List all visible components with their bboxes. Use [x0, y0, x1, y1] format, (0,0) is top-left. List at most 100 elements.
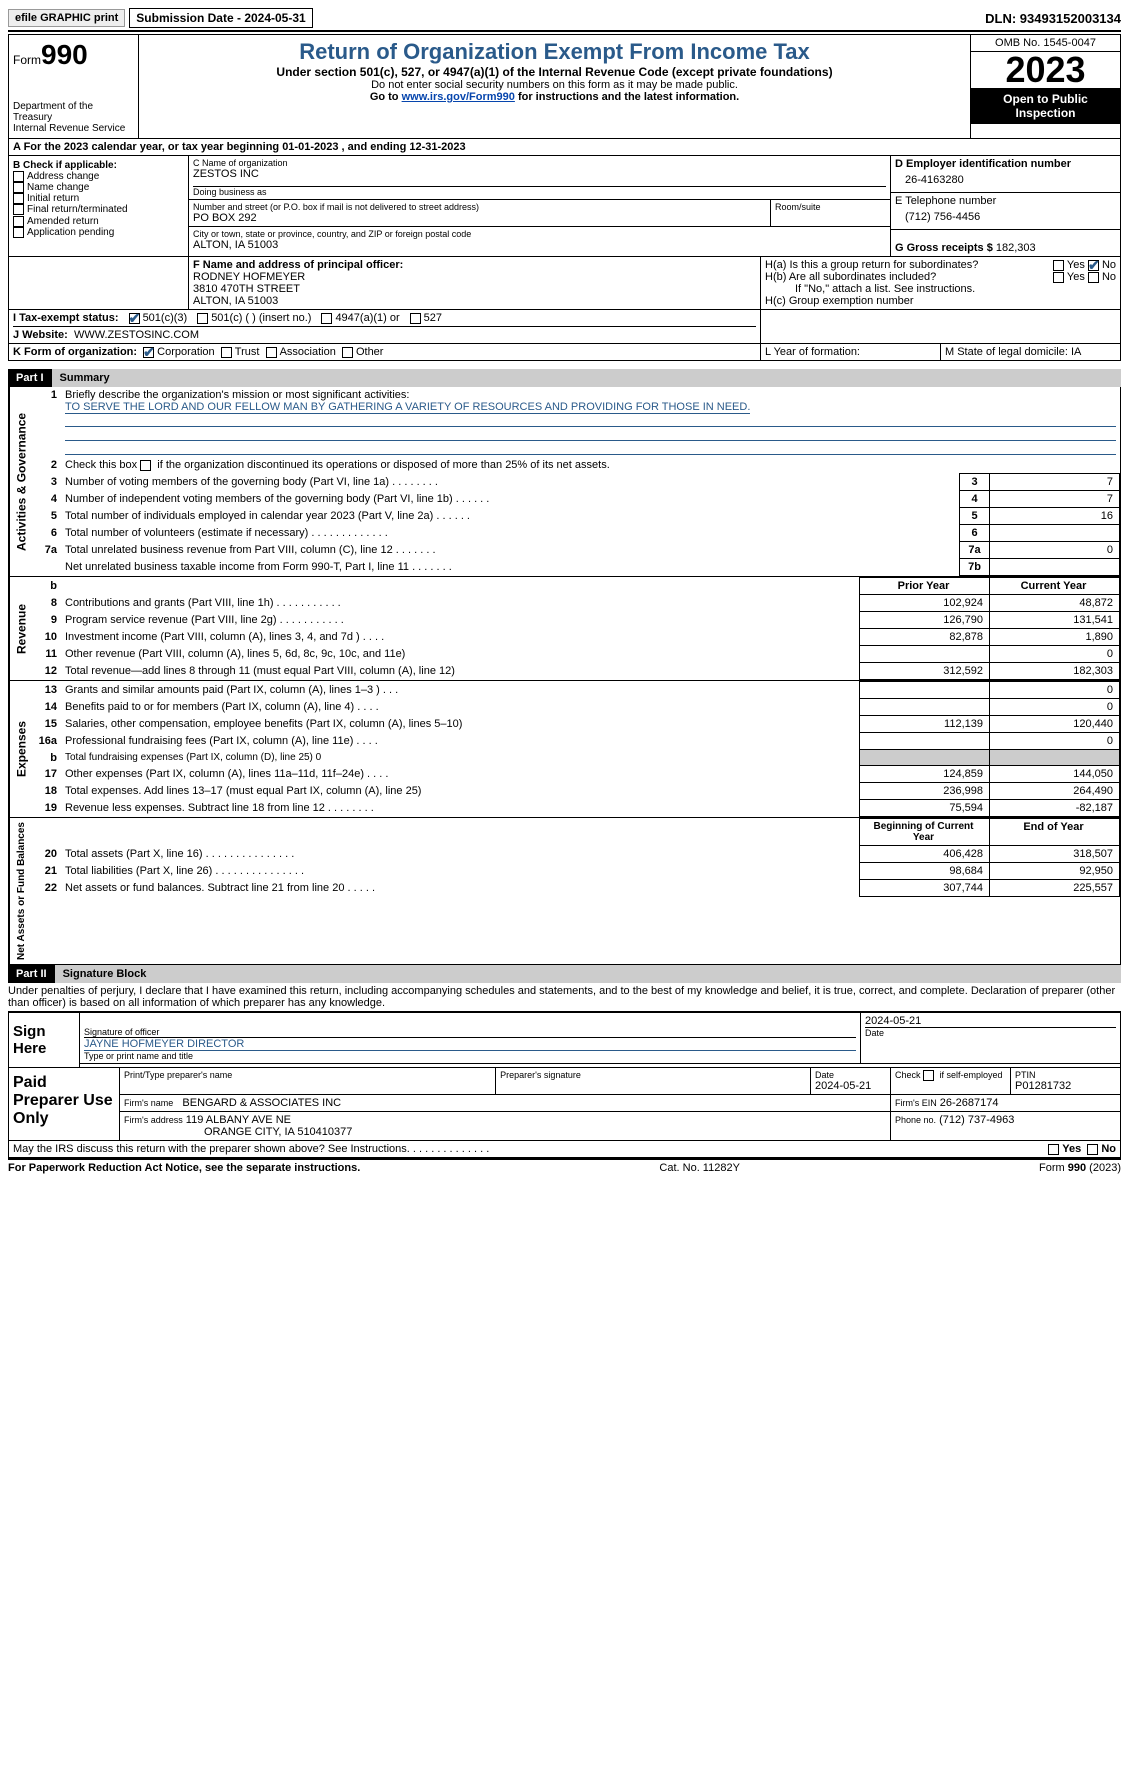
prep-date-value: 2024-05-21	[815, 1080, 886, 1092]
website-value: WWW.ZESTOSINC.COM	[74, 329, 199, 341]
prep-sig-label: Preparer's signature	[500, 1070, 806, 1080]
officer-l2: 3810 470TH STREET	[193, 283, 756, 295]
ssn-note: Do not enter social security numbers on …	[143, 79, 966, 91]
check-initial-return[interactable]: Initial return	[13, 193, 184, 204]
org-assoc[interactable]: Association	[266, 346, 336, 358]
firm-addr-label: Firm's address	[124, 1115, 183, 1125]
status-501c[interactable]: 501(c) ( ) (insert no.)	[197, 312, 311, 324]
net-assets-section: Net Assets or Fund Balances Beginning of…	[8, 818, 1121, 965]
section-deg: D Employer identification number 26-4163…	[890, 156, 1120, 256]
prep-phone-label: Phone no.	[895, 1115, 936, 1125]
city-value: ALTON, IA 51003	[193, 239, 886, 251]
line2: Check this box if the organization disco…	[61, 457, 1120, 474]
goto-pre: Go to	[370, 91, 402, 103]
phone-label: E Telephone number	[895, 195, 1116, 207]
self-emp: Check if self-employed	[890, 1068, 1010, 1094]
discuss-label: May the IRS discuss this return with the…	[13, 1143, 410, 1155]
year-formation: L Year of formation:	[760, 344, 940, 360]
addr-label: Number and street (or P.O. box if mail i…	[193, 202, 766, 212]
rev-row: 11Other revenue (Part VIII, column (A), …	[33, 646, 1120, 663]
col-begin: Beginning of Current Year	[860, 819, 990, 846]
gov-row: 3Number of voting members of the governi…	[33, 474, 1120, 491]
net-vlabel: Net Assets or Fund Balances	[9, 818, 33, 964]
check-final-return[interactable]: Final return/terminated	[13, 204, 184, 215]
rev-row: 8Contributions and grants (Part VIII, li…	[33, 595, 1120, 612]
org-trust[interactable]: Trust	[221, 346, 260, 358]
exp-row: 16aProfessional fundraising fees (Part I…	[33, 733, 1120, 750]
form-number: Form990	[13, 39, 134, 71]
submission-date: Submission Date - 2024-05-31	[129, 8, 312, 28]
check-app-pending[interactable]: Application pending	[13, 227, 184, 238]
discuss-row: May the IRS discuss this return with the…	[8, 1141, 1121, 1158]
self-emp-check[interactable]	[923, 1070, 934, 1081]
org-name-label: C Name of organization	[193, 158, 886, 168]
ein-label: D Employer identification number	[895, 158, 1116, 170]
officer-label: F Name and address of principal officer:	[193, 259, 756, 271]
public-inspection: Open to Public Inspection	[971, 88, 1120, 124]
irs-link[interactable]: www.irs.gov/Form990	[402, 91, 515, 103]
governance-section: Activities & Governance 1 Briefly descri…	[8, 387, 1121, 577]
hb-no[interactable]: No	[1088, 271, 1116, 283]
form-header: Form990 Department of the Treasury Inter…	[8, 34, 1121, 139]
hb-yes[interactable]: Yes	[1053, 271, 1085, 283]
check-name-change[interactable]: Name change	[13, 182, 184, 193]
footer-left: For Paperwork Reduction Act Notice, see …	[8, 1162, 360, 1174]
col-prior: Prior Year	[860, 578, 990, 595]
footer-mid: Cat. No. 11282Y	[659, 1162, 740, 1174]
check-amended[interactable]: Amended return	[13, 216, 184, 227]
mission-text: TO SERVE THE LORD AND OUR FELLOW MAN BY …	[65, 401, 750, 414]
declaration: Under penalties of perjury, I declare th…	[8, 983, 1121, 1011]
sig-officer-label: Signature of officer	[84, 1027, 856, 1038]
exp-vlabel: Expenses	[9, 681, 33, 817]
discuss-yes[interactable]: Yes	[1048, 1143, 1081, 1155]
dln: DLN: 93493152003134	[985, 11, 1121, 26]
gov-row: Net unrelated business taxable income fr…	[33, 559, 1120, 576]
section-b-title: B Check if applicable:	[13, 160, 184, 171]
discuss-no[interactable]: No	[1087, 1143, 1116, 1155]
revenue-section: Revenue bPrior YearCurrent Year 8Contrib…	[8, 577, 1121, 681]
ein-value: 26-4163280	[895, 170, 1116, 190]
city-label: City or town, state or province, country…	[193, 229, 886, 239]
officer-l1: RODNEY HOFMEYER	[193, 271, 756, 283]
check-address-change[interactable]: Address change	[13, 171, 184, 182]
firm-addr1: 119 ALBANY AVE NE	[186, 1114, 291, 1126]
section-a: A For the 2023 calendar year, or tax yea…	[8, 139, 1121, 156]
goto-post: for instructions and the latest informat…	[515, 91, 739, 103]
efile-print-button[interactable]: efile GRAPHIC print	[8, 9, 125, 27]
ha-no[interactable]: No	[1088, 259, 1116, 271]
website-label: J Website:	[13, 329, 68, 341]
prep-phone-value: (712) 737-4963	[939, 1114, 1014, 1126]
gross-label: G Gross receipts $	[895, 242, 993, 254]
org-corp[interactable]: Corporation	[143, 346, 214, 358]
room-label: Room/suite	[775, 202, 886, 212]
status-501c3[interactable]: 501(c)(3)	[129, 312, 188, 324]
part1-title: Summary	[52, 369, 1121, 387]
firm-name-value: BENGARD & ASSOCIATES INC	[182, 1097, 341, 1109]
prep-date-label: Date	[815, 1070, 886, 1080]
dept-treasury: Department of the Treasury	[13, 101, 134, 123]
phone-value: (712) 756-4456	[895, 207, 1116, 227]
hb-label: H(b) Are all subordinates included?	[765, 271, 1053, 283]
rev-row: 10Investment income (Part VIII, column (…	[33, 629, 1120, 646]
hc-label: H(c) Group exemption number	[765, 295, 1116, 307]
section-c: C Name of organization ZESTOS INC Doing …	[189, 156, 890, 256]
identity-block: B Check if applicable: Address change Na…	[8, 156, 1121, 257]
ha-yes[interactable]: Yes	[1053, 259, 1085, 271]
status-4947[interactable]: 4947(a)(1) or	[321, 312, 399, 324]
irs-label: Internal Revenue Service	[13, 123, 134, 134]
type-name-label: Type or print name and title	[84, 1051, 856, 1061]
firm-ein-label: Firm's EIN	[895, 1098, 937, 1108]
part2-title: Signature Block	[55, 965, 1121, 983]
org-other[interactable]: Other	[342, 346, 384, 358]
discontinued-check[interactable]	[140, 460, 151, 471]
part1-label: Part I	[8, 369, 52, 387]
exp-row: 15Salaries, other compensation, employee…	[33, 716, 1120, 733]
part1-header: Part I Summary	[8, 369, 1121, 387]
gov-row: 5Total number of individuals employed in…	[33, 508, 1120, 525]
dba-label: Doing business as	[193, 186, 886, 197]
org-name: ZESTOS INC	[193, 168, 886, 180]
prep-name-label: Print/Type preparer's name	[124, 1070, 491, 1080]
hb-note: If "No," attach a list. See instructions…	[765, 283, 1116, 295]
status-527[interactable]: 527	[410, 312, 442, 324]
ptin-label: PTIN	[1015, 1070, 1116, 1080]
